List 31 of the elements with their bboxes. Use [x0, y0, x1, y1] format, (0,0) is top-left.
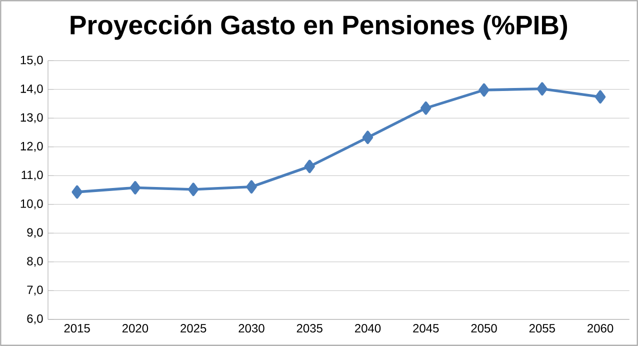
x-tick-label: 2060 — [588, 324, 614, 333]
y-tick-label: 9,0 — [27, 228, 43, 238]
y-tick-label: 12,0 — [20, 142, 43, 152]
y-tick-label: 11,0 — [22, 170, 43, 181]
y-tick-label: 10,0 — [20, 199, 43, 210]
y-tick-label: 15,0 — [20, 56, 43, 66]
point — [362, 130, 374, 144]
point — [420, 101, 432, 115]
point — [304, 160, 315, 174]
x-tick-label: 2030 — [238, 324, 264, 333]
x-tick-label: 2020 — [122, 324, 148, 333]
point — [246, 180, 257, 194]
point — [188, 182, 199, 196]
chart-title: Proyección Gasto en Pensiones (%PIB) — [70, 14, 568, 40]
point — [594, 90, 606, 104]
x-tick-label: 2055 — [529, 324, 555, 333]
point — [130, 181, 141, 194]
x-tick-label: 2015 — [64, 324, 90, 333]
x-tick-label: 2040 — [355, 324, 381, 333]
x-tick-label: 2035 — [296, 324, 322, 333]
x-tick-label: 2025 — [180, 324, 206, 333]
point — [536, 82, 548, 96]
y-tick-label: 8,0 — [27, 256, 43, 267]
y-tick-label: 14,0 — [20, 84, 43, 94]
x-tick-label: 2045 — [413, 324, 439, 333]
x-tick-label: 2050 — [471, 324, 497, 333]
y-tick-label: 6,0 — [27, 314, 43, 324]
point — [72, 185, 82, 199]
y-tick-label: 13,0 — [20, 113, 43, 124]
point — [478, 83, 490, 97]
y-tick-label: 7,0 — [27, 286, 43, 296]
